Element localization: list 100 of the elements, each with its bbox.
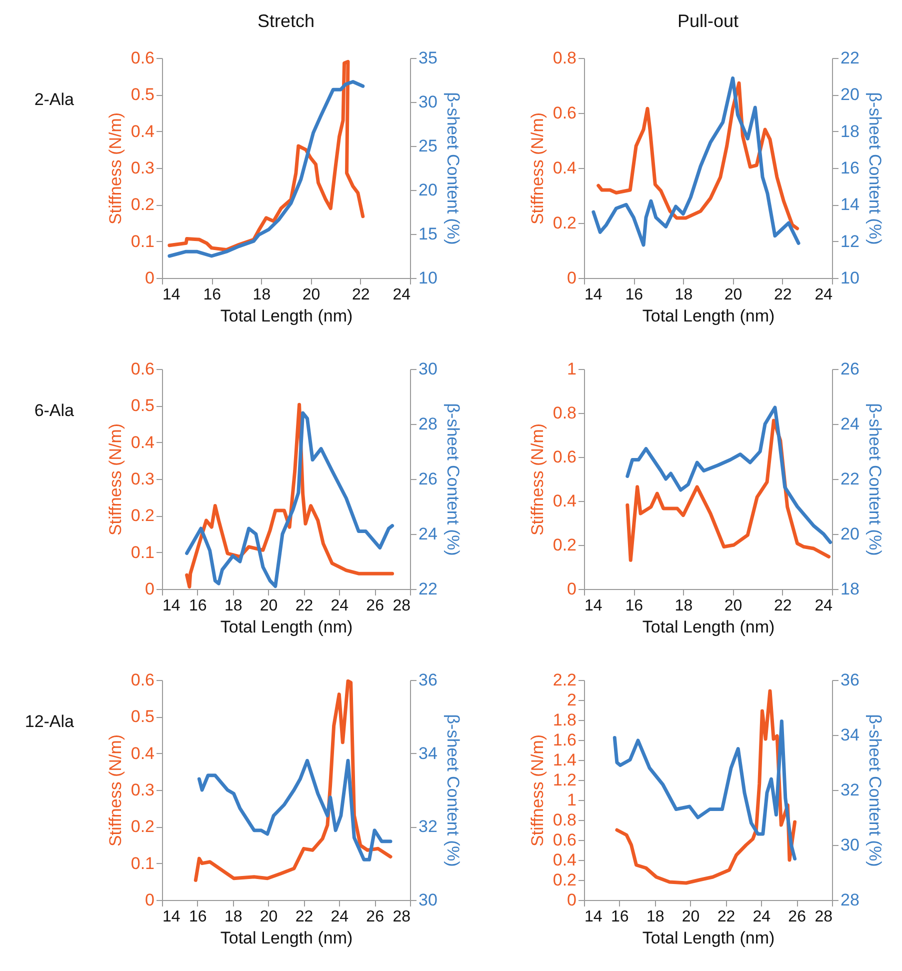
x-tick-label: 14 (162, 286, 180, 304)
y-tick-label: 0.4 (552, 850, 576, 870)
y-tick-label: 0.2 (130, 817, 154, 836)
y2-tick-label: 36 (418, 670, 438, 690)
y2-tick-label: 10 (418, 268, 438, 288)
y2-tick-label: 34 (840, 726, 860, 744)
y2-tick-label: 22 (840, 48, 860, 68)
y-tick-label: 0.2 (552, 870, 576, 890)
text: 12-Ala (24, 712, 75, 731)
y2-axis-title: β-sheet Content (%) (865, 714, 884, 867)
x-tick-label: 22 (295, 908, 314, 926)
x-tick-label: 20 (724, 598, 742, 614)
x-tick-label: 28 (392, 598, 411, 614)
x-tick-label: 16 (625, 286, 644, 304)
x-tick-label: 16 (611, 908, 629, 926)
y-tick-label: 1.2 (552, 770, 576, 790)
y2-tick-label: 30 (418, 890, 438, 910)
y-tick-label: 2.2 (552, 670, 576, 690)
y-tick-label: 0.8 (552, 810, 576, 830)
y2-tick-label: 24 (840, 414, 860, 434)
y-tick-label: 0.6 (130, 48, 154, 68)
y-tick-label: 0.6 (130, 360, 154, 378)
line-series (194, 679, 392, 882)
x-tick-label: 14 (162, 598, 180, 614)
y2-axis-title: β-sheet Content (%) (443, 92, 462, 245)
y2-tick-label: 34 (418, 744, 438, 763)
y-tick-label: 0.4 (130, 744, 154, 763)
y2-axis-title: β-sheet Content (%) (865, 92, 884, 245)
x-tick-label: 22 (717, 908, 736, 926)
y-tick-label: 1.6 (552, 730, 576, 750)
chart-title: Stretch (257, 11, 315, 31)
y-tick-label: 0 (145, 268, 154, 288)
x-tick-label: 24 (392, 286, 411, 304)
y-axis-title: Stiffness (N/m) (528, 423, 547, 536)
x-tick-label: 22 (774, 598, 792, 614)
y-tick-label: 2 (567, 690, 576, 710)
x-axis-title: Total Length (nm) (642, 306, 775, 326)
x-tick-label: 24 (814, 598, 833, 614)
line-series (592, 76, 800, 247)
x-tick-label: 20 (302, 286, 320, 304)
y2-tick-label: 24 (418, 524, 438, 544)
y-tick-label: 0.6 (130, 670, 154, 690)
y-tick-label: 0.2 (130, 195, 154, 214)
chart-title: Pull-out (677, 11, 739, 31)
line-series (596, 81, 800, 230)
y-tick-label: 0.1 (130, 854, 154, 873)
y2-tick-label: 32 (418, 817, 438, 836)
y-tick-label: 0.2 (552, 214, 576, 232)
y-tick-label: 0.5 (130, 707, 154, 726)
y-tick-label: 0.3 (130, 780, 154, 800)
y2-tick-label: 20 (418, 180, 438, 200)
x-tick-label: 18 (646, 908, 664, 926)
y2-tick-label: 14 (840, 195, 860, 214)
x-tick-label: 28 (814, 908, 833, 926)
y2-tick-label: 26 (840, 360, 860, 378)
y2-tick-label: 36 (840, 670, 860, 690)
x-tick-label: 22 (774, 286, 792, 304)
y-tick-label: 0 (567, 268, 576, 288)
y-tick-label: 1.8 (552, 710, 576, 730)
y-axis-title: Stiffness (N/m) (528, 734, 547, 847)
y-axis-title: Stiffness (N/m) (106, 112, 125, 225)
y-axis-title: Stiffness (N/m) (528, 112, 547, 225)
y-tick-label: 0.1 (130, 232, 154, 251)
y-tick-label: 0.6 (552, 448, 576, 466)
y2-tick-label: 15 (418, 224, 438, 244)
line-series (612, 720, 797, 860)
y2-tick-label: 20 (840, 85, 860, 104)
y2-tick-label: 22 (418, 580, 438, 598)
x-tick-label: 14 (162, 908, 180, 926)
y-tick-label: 0.4 (552, 158, 576, 178)
y-tick-label: 0.4 (130, 432, 154, 452)
x-tick-label: 18 (224, 908, 242, 926)
y-tick-label: 0 (145, 890, 154, 910)
y-tick-label: 0.3 (130, 470, 154, 488)
x-tick-label: 26 (366, 598, 384, 614)
y2-tick-label: 30 (418, 92, 438, 112)
y2-tick-label: 18 (840, 580, 860, 598)
x-tick-label: 20 (260, 908, 278, 926)
x-tick-label: 18 (674, 598, 693, 614)
y-tick-label: 0.1 (130, 542, 154, 562)
y2-tick-label: 18 (840, 122, 860, 141)
y-tick-label: 0 (567, 890, 576, 910)
y-tick-label: 0 (145, 580, 154, 598)
y2-tick-label: 12 (840, 232, 860, 251)
y2-tick-label: 10 (840, 268, 860, 288)
x-tick-label: 16 (189, 908, 207, 926)
x-tick-label: 28 (392, 908, 411, 926)
y-tick-label: 1.4 (552, 750, 576, 770)
y-tick-label: 0.6 (552, 830, 576, 850)
x-tick-label: 18 (224, 598, 242, 614)
x-tick-label: 18 (674, 286, 693, 304)
y2-tick-label: 35 (418, 48, 438, 68)
x-tick-label: 24 (814, 286, 833, 304)
x-tick-label: 16 (189, 598, 207, 614)
y2-tick-label: 30 (418, 360, 438, 378)
y-tick-label: 0.8 (552, 404, 576, 422)
y-tick-label: 0.3 (130, 158, 154, 178)
y2-tick-label: 32 (840, 780, 860, 800)
x-tick-label: 24 (330, 908, 349, 926)
y-tick-label: 0.2 (130, 506, 154, 526)
